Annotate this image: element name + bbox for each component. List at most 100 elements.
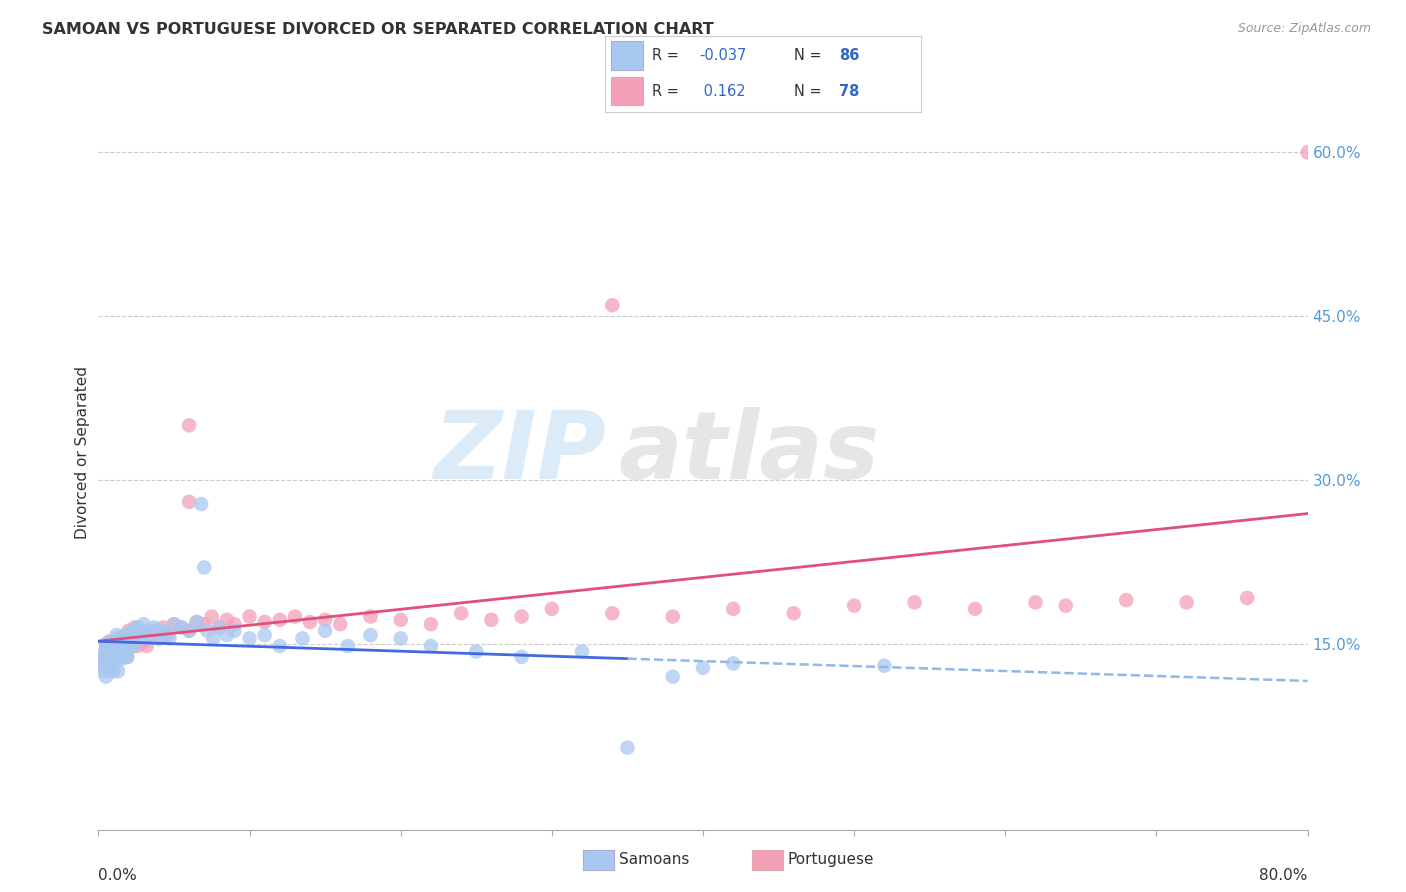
Point [239,609,262,624]
Point [104,634,127,648]
Point [107,639,129,653]
Point [1175,595,1198,609]
Point [107,650,129,665]
Point [389,632,412,646]
Point [602,298,624,312]
Point [904,595,927,609]
Point [110,650,132,665]
Point [481,613,503,627]
Point [170,620,193,634]
Point [110,639,132,653]
Point [114,639,136,653]
Point [163,617,186,632]
Text: 80.0%: 80.0% [1260,868,1308,883]
Point [121,632,143,646]
Point [108,646,131,660]
Text: Samoans: Samoans [619,853,689,867]
Text: N =: N = [794,48,827,63]
Point [125,628,148,642]
Point [186,615,208,629]
Point [153,628,176,642]
Point [98,646,121,660]
Point [145,624,167,638]
Point [118,624,141,638]
Point [269,639,291,653]
Point [134,632,156,646]
Point [115,650,138,665]
Point [124,623,146,637]
Point [93,648,115,662]
Point [129,624,152,638]
Point [103,639,125,653]
Point [100,650,122,665]
Point [1236,591,1258,605]
Point [127,620,149,634]
Point [150,624,173,638]
Point [94,637,117,651]
Point [91,648,114,662]
Text: SAMOAN VS PORTUGUESE DIVORCED OR SEPARATED CORRELATION CHART: SAMOAN VS PORTUGUESE DIVORCED OR SEPARAT… [42,22,714,37]
Point [661,670,683,684]
Point [314,624,336,638]
Point [1054,599,1077,613]
Point [91,664,114,678]
Text: N =: N = [794,84,827,98]
Text: R =: R = [652,48,683,63]
Point [103,646,125,660]
Point [101,656,124,670]
Point [120,626,142,640]
Point [540,602,562,616]
Point [107,650,129,665]
Point [360,628,382,642]
Point [253,628,276,642]
Y-axis label: Divorced or Separated: Divorced or Separated [75,367,90,539]
Point [510,650,533,665]
Point [291,632,314,646]
Point [136,624,159,638]
Point [299,615,322,629]
Point [329,617,352,632]
Point [122,639,145,653]
Point [135,639,157,653]
Point [122,639,145,653]
Point [193,617,215,632]
Point [93,653,115,667]
Point [873,658,896,673]
Point [132,617,155,632]
Point [111,644,134,658]
Point [195,624,218,638]
Point [510,609,533,624]
Text: 86: 86 [839,48,859,63]
Point [93,657,115,671]
Point [105,639,128,653]
Point [110,652,132,666]
Point [141,628,163,642]
Point [101,639,124,653]
Point [844,599,866,613]
Point [389,613,412,627]
Point [692,661,714,675]
Point [94,650,117,665]
Text: -0.037: -0.037 [700,48,747,63]
Point [108,634,131,648]
Point [115,639,138,653]
Point [661,609,683,624]
Point [723,602,745,616]
Point [269,613,291,627]
Point [127,639,149,653]
Bar [612,77,643,105]
Point [224,624,246,638]
Point [571,644,593,658]
Point [98,650,121,665]
Point [107,664,129,678]
Point [104,648,127,662]
Point [616,740,638,755]
Text: 0.0%: 0.0% [98,868,138,883]
Point [104,648,127,662]
Point [100,634,122,648]
Point [465,644,488,658]
Point [114,628,136,642]
Point [602,607,624,621]
Point [125,632,148,646]
Point [132,634,155,648]
